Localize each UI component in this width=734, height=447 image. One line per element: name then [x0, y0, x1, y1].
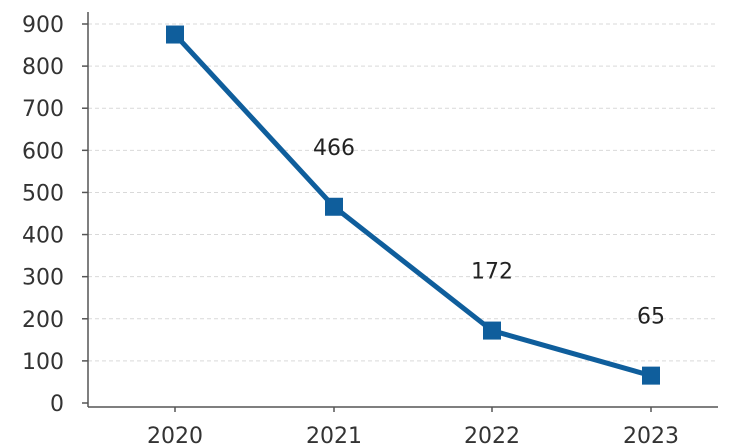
y-tick-label-100: 100 — [22, 350, 64, 375]
x-tick-label-2021: 2021 — [306, 424, 362, 447]
y-tick-label-300: 300 — [22, 266, 64, 291]
y-tick-label-700: 700 — [22, 97, 64, 122]
data-point-2023 — [642, 366, 660, 385]
data-point-2021 — [325, 197, 343, 216]
y-axis-ticks: 0 100 200 300 400 500 600 700 800 900 — [22, 13, 88, 417]
data-label-2023: 65 — [637, 305, 665, 330]
data-point-2022 — [483, 321, 501, 340]
series-group — [166, 25, 660, 385]
series-line-0 — [172, 32, 654, 379]
x-tick-label-2020: 2020 — [147, 424, 203, 447]
y-tick-label-600: 600 — [22, 139, 64, 164]
data-point-2020 — [166, 25, 184, 44]
x-tick-label-2022: 2022 — [464, 424, 520, 447]
y-tick-label-400: 400 — [22, 224, 64, 249]
grid-lines — [88, 23, 718, 362]
y-tick-label-800: 800 — [22, 55, 64, 80]
x-tick-label-2023: 2023 — [623, 424, 679, 447]
data-label-2021: 466 — [313, 136, 355, 161]
data-label-2022: 172 — [471, 260, 513, 285]
y-tick-label-500: 500 — [22, 181, 64, 206]
x-axis-ticks: 2020 2021 2022 2023 — [147, 407, 679, 447]
data-labels: 466 172 65 — [313, 136, 665, 330]
y-tick-label-900: 900 — [22, 13, 64, 38]
y-tick-label-200: 200 — [22, 308, 64, 333]
y-tick-label-0: 0 — [50, 392, 64, 417]
